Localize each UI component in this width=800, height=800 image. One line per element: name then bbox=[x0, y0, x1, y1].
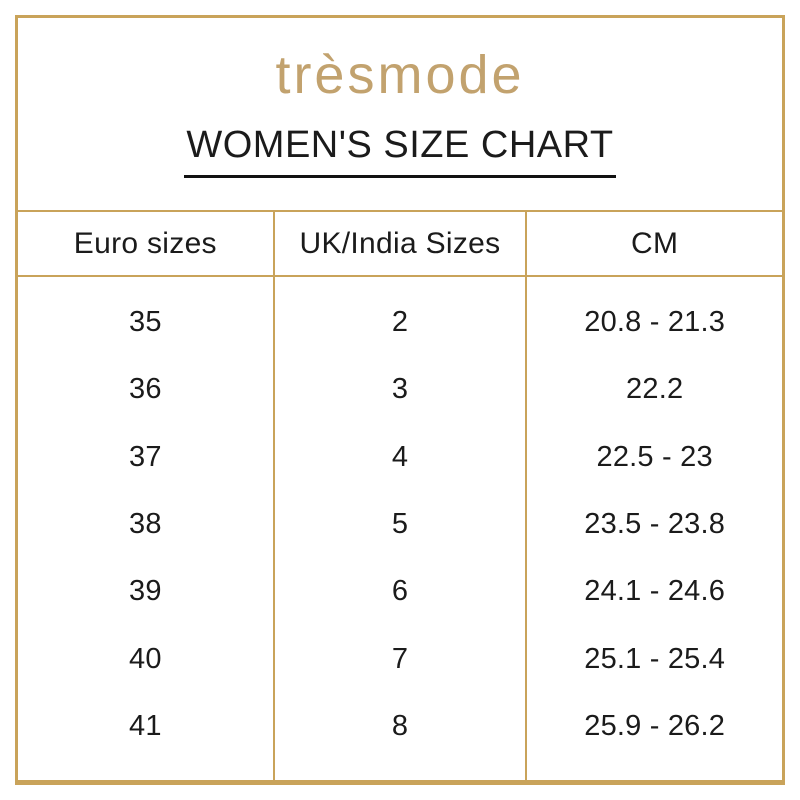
size-table: Euro sizes UK/India Sizes CM 35 36 37 38… bbox=[18, 210, 782, 782]
table-column-uk-india-sizes: 2 3 4 5 6 7 8 bbox=[272, 277, 528, 780]
table-cell: 6 bbox=[391, 575, 409, 608]
page-title: WOMEN'S SIZE CHART bbox=[184, 126, 616, 178]
table-cell: 2 bbox=[391, 306, 409, 339]
column-header-uk-india-sizes: UK/India Sizes bbox=[272, 212, 528, 275]
table-cell: 22.2 bbox=[626, 373, 684, 406]
table-cell: 36 bbox=[128, 373, 162, 406]
table-cell: 37 bbox=[128, 440, 162, 473]
table-cell: 41 bbox=[128, 709, 162, 742]
table-cell: 35 bbox=[128, 306, 162, 339]
table-cell: 25.9 - 26.2 bbox=[584, 709, 726, 742]
table-cell: 5 bbox=[391, 507, 409, 540]
table-column-cm: 20.8 - 21.3 22.2 22.5 - 23 23.5 - 23.8 2… bbox=[527, 277, 782, 780]
table-column-euro-sizes: 35 36 37 38 39 40 41 bbox=[18, 277, 273, 780]
table-header-row: Euro sizes UK/India Sizes CM bbox=[18, 210, 782, 277]
table-cell: 22.5 - 23 bbox=[596, 440, 713, 473]
table-cell: 8 bbox=[391, 709, 409, 742]
gold-frame: trèsmode WOMEN'S SIZE CHART Euro sizes U… bbox=[15, 15, 785, 785]
table-cell: 4 bbox=[391, 440, 409, 473]
table-cell: 23.5 - 23.8 bbox=[584, 507, 726, 540]
table-cell: 25.1 - 25.4 bbox=[584, 642, 726, 675]
title-wrap: WOMEN'S SIZE CHART bbox=[184, 102, 616, 178]
column-header-euro-sizes: Euro sizes bbox=[73, 226, 217, 260]
table-body: 35 36 37 38 39 40 41 2 3 4 5 6 7 8 bbox=[18, 277, 782, 780]
brand-logo: trèsmode bbox=[275, 45, 525, 105]
table-cell: 38 bbox=[128, 507, 162, 540]
table-cell: 20.8 - 21.3 bbox=[584, 306, 726, 339]
table-cell: 7 bbox=[391, 642, 409, 675]
column-header-cm: CM bbox=[631, 226, 679, 260]
table-cell: 39 bbox=[128, 575, 162, 608]
table-cell: 24.1 - 24.6 bbox=[584, 575, 726, 608]
table-cell: 40 bbox=[128, 642, 162, 675]
table-cell: 3 bbox=[391, 373, 409, 406]
